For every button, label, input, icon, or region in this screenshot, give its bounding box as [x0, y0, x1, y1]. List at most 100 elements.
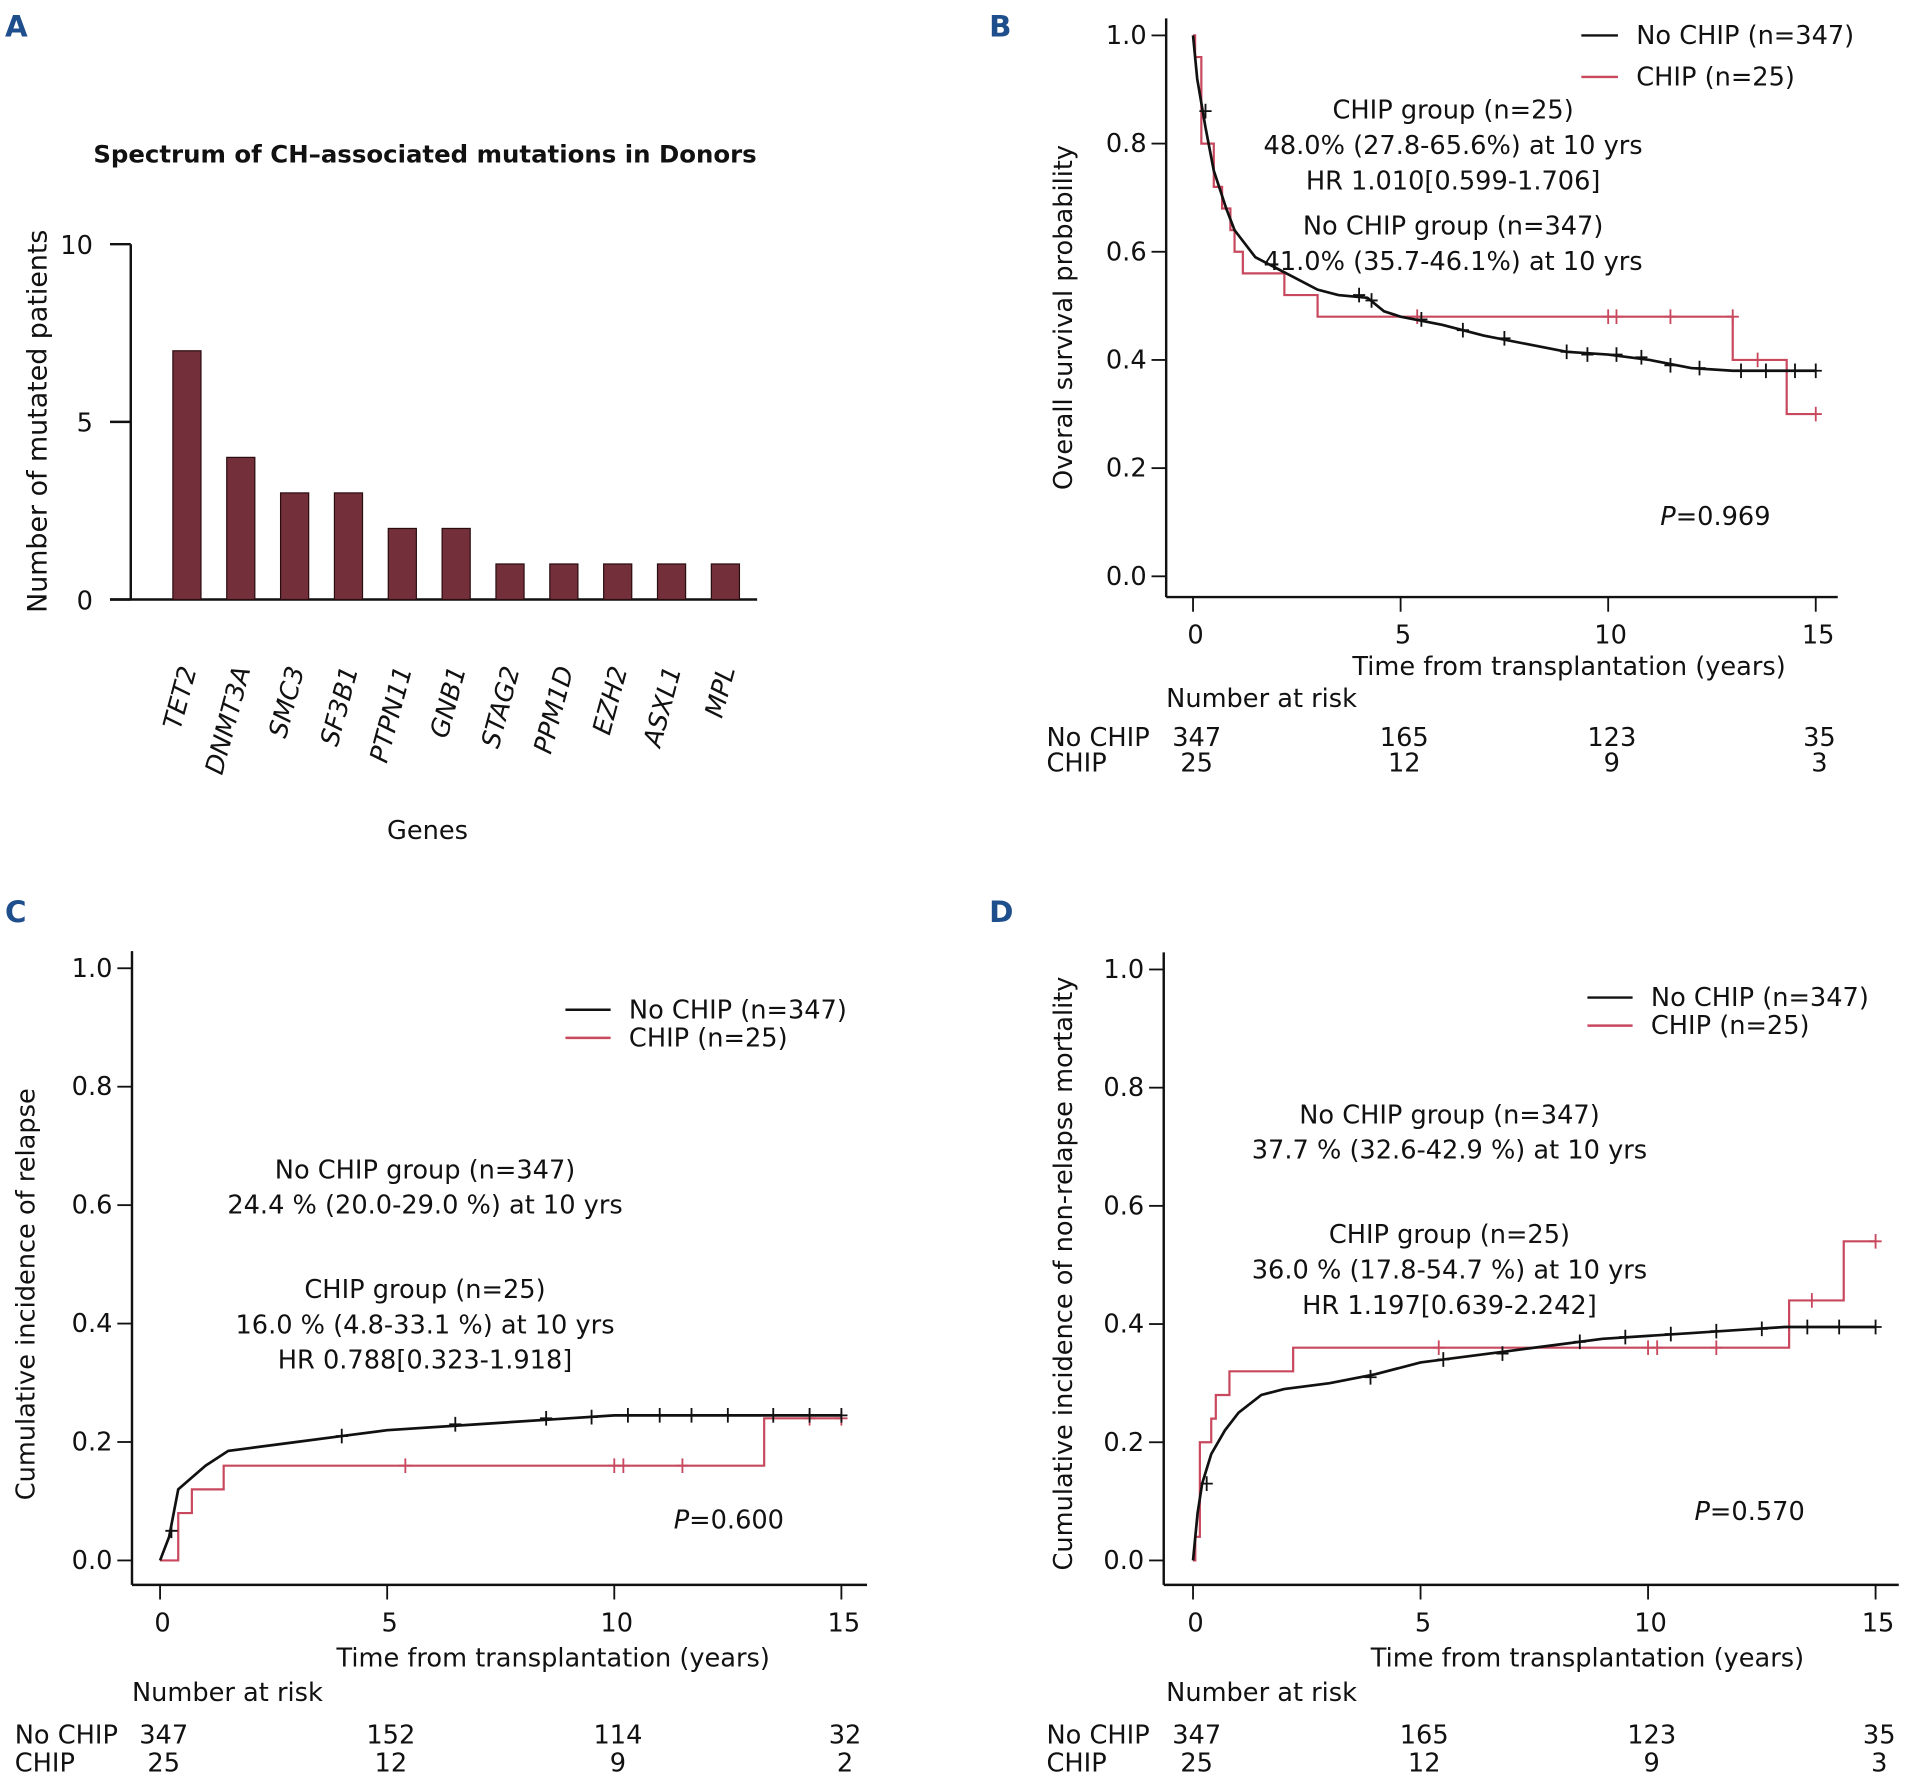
- x-tick-label: SMC3: [263, 663, 311, 741]
- x-tick-label: 5: [381, 1608, 397, 1638]
- y-axis-label: Cumulative incidence of non-relapse mort…: [1049, 977, 1079, 1571]
- no-chip-censor-mark: [1635, 349, 1648, 365]
- no-chip-censor-mark: [1456, 322, 1469, 338]
- no-chip-censor-mark: [1801, 1319, 1814, 1335]
- chip-group-annotation: 16.0 % (4.8-33.1 %) at 10 yrs: [235, 1310, 614, 1340]
- p-value-label: P: [674, 1506, 690, 1536]
- chip-censor-mark: [399, 1458, 412, 1474]
- chip-censor-mark: [1610, 309, 1623, 325]
- x-tick-label: PPM1D: [528, 663, 580, 757]
- x-tick-label: 5: [1395, 620, 1411, 650]
- chip-curve: [1193, 1240, 1876, 1562]
- no-chip-censor-mark: [1364, 1369, 1377, 1385]
- p-value: P=0.570: [1694, 1497, 1804, 1527]
- bar-tet2: [172, 350, 202, 601]
- y-axis-label: Overall survival probability: [1049, 145, 1079, 490]
- risk-value: 123: [1627, 1721, 1676, 1751]
- bar-ppm1d: [549, 563, 579, 601]
- no-chip-censor-mark: [1610, 347, 1623, 362]
- bar-sf3b1: [333, 492, 364, 601]
- y-tick-label: 0.0: [72, 1546, 113, 1576]
- chart-title: Spectrum of CH–associated mutations in D…: [93, 139, 756, 168]
- y-tick-label: 0.2: [1103, 1428, 1144, 1458]
- y-tick-label: 0.0: [1103, 1546, 1144, 1576]
- x-axis-label: Time from transplantation (years): [1351, 652, 1785, 682]
- legend-label: CHIP (n=25): [1651, 1011, 1810, 1041]
- risk-value: 25: [1180, 749, 1213, 779]
- x-tick-label: ASXL1: [637, 663, 688, 752]
- risk-table-title: Number at risk: [1166, 1678, 1357, 1708]
- y-tick-label: 1.0: [1106, 21, 1147, 51]
- risk-value: 12: [375, 1749, 408, 1779]
- risk-value: 35: [1863, 1721, 1896, 1751]
- risk-row-label: No CHIP: [15, 1721, 118, 1751]
- chip-censor-mark: [1805, 1293, 1818, 1308]
- risk-value: 25: [1180, 1749, 1213, 1779]
- no-chip-censor-mark: [1809, 363, 1822, 379]
- chip-censor-mark: [1651, 1340, 1664, 1356]
- no-chip-censor-mark: [1619, 1329, 1632, 1345]
- bar-gnb1: [441, 527, 471, 601]
- no-chip-censor-mark: [1664, 1326, 1677, 1342]
- chip-group-annotation: HR 1.010[0.599-1.706]: [1306, 166, 1601, 196]
- risk-value: 114: [593, 1721, 642, 1751]
- no-chip-group-annotation: 37.7 % (32.6-42.9 %) at 10 yrs: [1252, 1136, 1647, 1166]
- x-tick-label: TET2: [158, 663, 203, 732]
- no-chip-group-annotation: 24.4 % (20.0-29.0 %) at 10 yrs: [227, 1191, 622, 1221]
- y-tick-label: 0.4: [1106, 345, 1147, 375]
- risk-value: 3: [1811, 749, 1827, 779]
- no-chip-censor-mark: [835, 1408, 848, 1423]
- no-chip-censor-mark: [1352, 287, 1366, 303]
- no-chip-censor-mark: [1710, 1323, 1723, 1339]
- p-value-number: =0.600: [689, 1506, 784, 1536]
- risk-value: 3: [1871, 1749, 1887, 1779]
- panel-letter-d: D: [989, 895, 1013, 929]
- p-value-number: =0.969: [1676, 502, 1771, 532]
- chip-censor-mark: [1809, 406, 1822, 422]
- chip-censor-mark: [1726, 309, 1739, 325]
- y-axis-label: Cumulative incidence of relapse: [11, 1088, 41, 1500]
- x-tick-label: 15: [828, 1608, 861, 1638]
- bar-stag2: [495, 563, 525, 601]
- x-tick-label: MPL: [700, 663, 742, 721]
- y-tick-label: 1.0: [72, 954, 113, 984]
- legend-label: No CHIP (n=347): [1636, 21, 1854, 51]
- panel-c-relapse: 0.0 0.2 0.4 0.6 0.8 1.0 0 5 10 15 Time from transp…: [11, 951, 868, 1779]
- y-axis-label: Number of mutated patients: [23, 230, 54, 613]
- panel-letter-c: C: [5, 895, 27, 929]
- no-chip-censor-mark: [1693, 360, 1706, 376]
- x-axis-label: Genes: [387, 816, 468, 846]
- no-chip-group-annotation: 41.0% (35.7-46.1%) at 10 yrs: [1264, 247, 1643, 277]
- chip-censor-mark: [1432, 1340, 1445, 1356]
- legend-label: CHIP (n=25): [629, 1023, 788, 1053]
- p-value-label: P: [1660, 502, 1676, 532]
- chip-censor-mark: [1710, 1340, 1723, 1356]
- no-chip-group-annotation: No CHIP group (n=347): [275, 1155, 576, 1185]
- no-chip-censor-mark: [1498, 330, 1511, 346]
- bar-ezh2: [603, 563, 633, 601]
- y-tick-label: 10: [60, 231, 93, 261]
- y-tick-label: 0.8: [72, 1072, 113, 1102]
- no-chip-censor-mark: [1415, 312, 1428, 327]
- panel-b-overall-survival: 0.0 0.2 0.4 0.6 0.8 1.0 0 5 10 15 Time from transp…: [1047, 18, 1854, 779]
- y-tick-label: 0.0: [1106, 562, 1147, 592]
- p-value-number: =0.570: [1710, 1497, 1805, 1527]
- y-tick-label: 0.6: [1103, 1191, 1144, 1221]
- no-chip-group-annotation: No CHIP group (n=347): [1299, 1100, 1600, 1130]
- risk-table-title: Number at risk: [1166, 684, 1357, 714]
- risk-value: 152: [366, 1721, 415, 1751]
- chip-curve: [160, 1417, 842, 1562]
- chip-censor-mark: [617, 1458, 630, 1474]
- risk-value: 9: [610, 1749, 626, 1779]
- y-tick-label: 0.8: [1103, 1073, 1144, 1103]
- no-chip-censor-mark: [1437, 1352, 1450, 1367]
- chip-group-annotation: 36.0 % (17.8-54.7 %) at 10 yrs: [1252, 1255, 1647, 1285]
- p-value-label: P: [1694, 1497, 1710, 1527]
- p-value: P=0.969: [1660, 502, 1770, 532]
- no-chip-censor-mark: [165, 1523, 178, 1539]
- no-chip-censor-mark: [621, 1408, 635, 1423]
- no-chip-censor-mark: [1755, 1321, 1768, 1337]
- x-tick-label: 0: [1187, 1608, 1203, 1638]
- no-chip-censor-mark: [540, 1410, 553, 1426]
